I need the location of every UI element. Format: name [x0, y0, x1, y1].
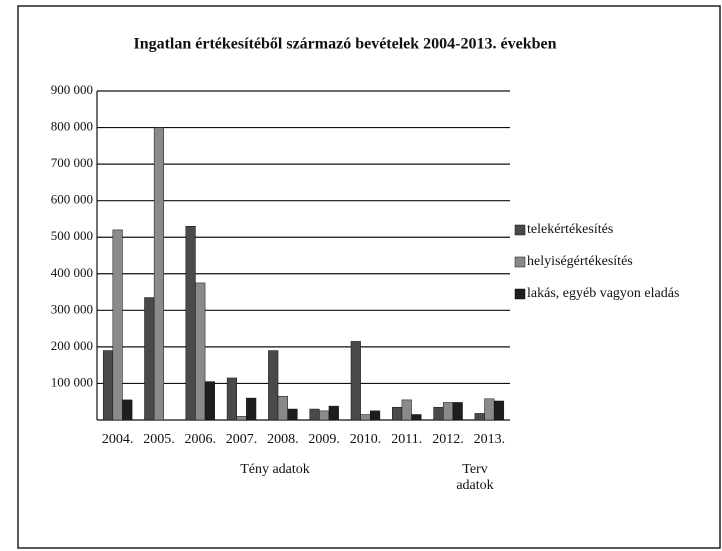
bar [102, 350, 114, 421]
y-tick-label: 900 000 [51, 82, 93, 97]
chart-border [17, 5, 721, 549]
bar [277, 395, 288, 421]
y-tick-label: 700 000 [51, 155, 93, 170]
bar [370, 410, 381, 421]
x-tick-label: 2006. [185, 432, 217, 447]
bar [185, 226, 196, 421]
y-tick-label: 400 000 [51, 265, 93, 280]
bar [392, 406, 403, 421]
legend-label: telekértékesítés [527, 222, 613, 237]
annotation: Terv adatok [456, 462, 494, 493]
y-tick-label: 100 000 [51, 374, 93, 389]
x-tick-label: 2012. [432, 432, 464, 447]
bar [319, 410, 330, 421]
x-tick-label: 2013. [474, 432, 506, 447]
x-tick-label: 2009. [308, 432, 340, 447]
bar [350, 341, 361, 421]
bar [442, 402, 454, 421]
y-tick-label: 200 000 [51, 338, 93, 353]
bar [484, 398, 495, 421]
bar [360, 414, 371, 421]
bar [268, 350, 279, 421]
bar [474, 413, 485, 421]
bar [452, 402, 463, 421]
bar [236, 416, 247, 421]
bar [112, 229, 123, 421]
bar [122, 399, 133, 421]
bar [204, 381, 215, 421]
legend-swatch [514, 256, 526, 268]
x-tick-label: 2004. [102, 432, 134, 447]
bar [153, 127, 165, 421]
bar [401, 399, 412, 421]
annotation: Tény adatok [240, 462, 310, 477]
chart-title: Ingatlan értékesítéből származó bevétele… [133, 36, 556, 53]
bar [309, 408, 320, 421]
legend-swatch [514, 224, 526, 236]
bar [226, 377, 237, 421]
legend-label: helyiségértékesítés [527, 254, 633, 269]
bar [328, 405, 339, 421]
y-tick-label: 800 000 [51, 119, 93, 134]
bar [195, 282, 206, 421]
legend-swatch [514, 288, 526, 300]
x-tick-label: 2007. [226, 432, 258, 447]
bar [287, 408, 298, 421]
x-tick-label: 2005. [143, 432, 175, 447]
y-tick-label: 500 000 [51, 228, 93, 243]
y-tick-label: 300 000 [51, 301, 93, 316]
x-tick-label: 2011. [391, 432, 422, 447]
bar [433, 406, 444, 421]
bar [144, 297, 155, 421]
bar [246, 397, 257, 421]
bar [493, 400, 505, 421]
x-tick-label: 2010. [350, 432, 382, 447]
legend-label: lakás, egyéb vagyon eladás [527, 286, 679, 301]
bar [411, 414, 422, 421]
x-tick-label: 2008. [267, 432, 299, 447]
y-tick-label: 600 000 [51, 192, 93, 207]
